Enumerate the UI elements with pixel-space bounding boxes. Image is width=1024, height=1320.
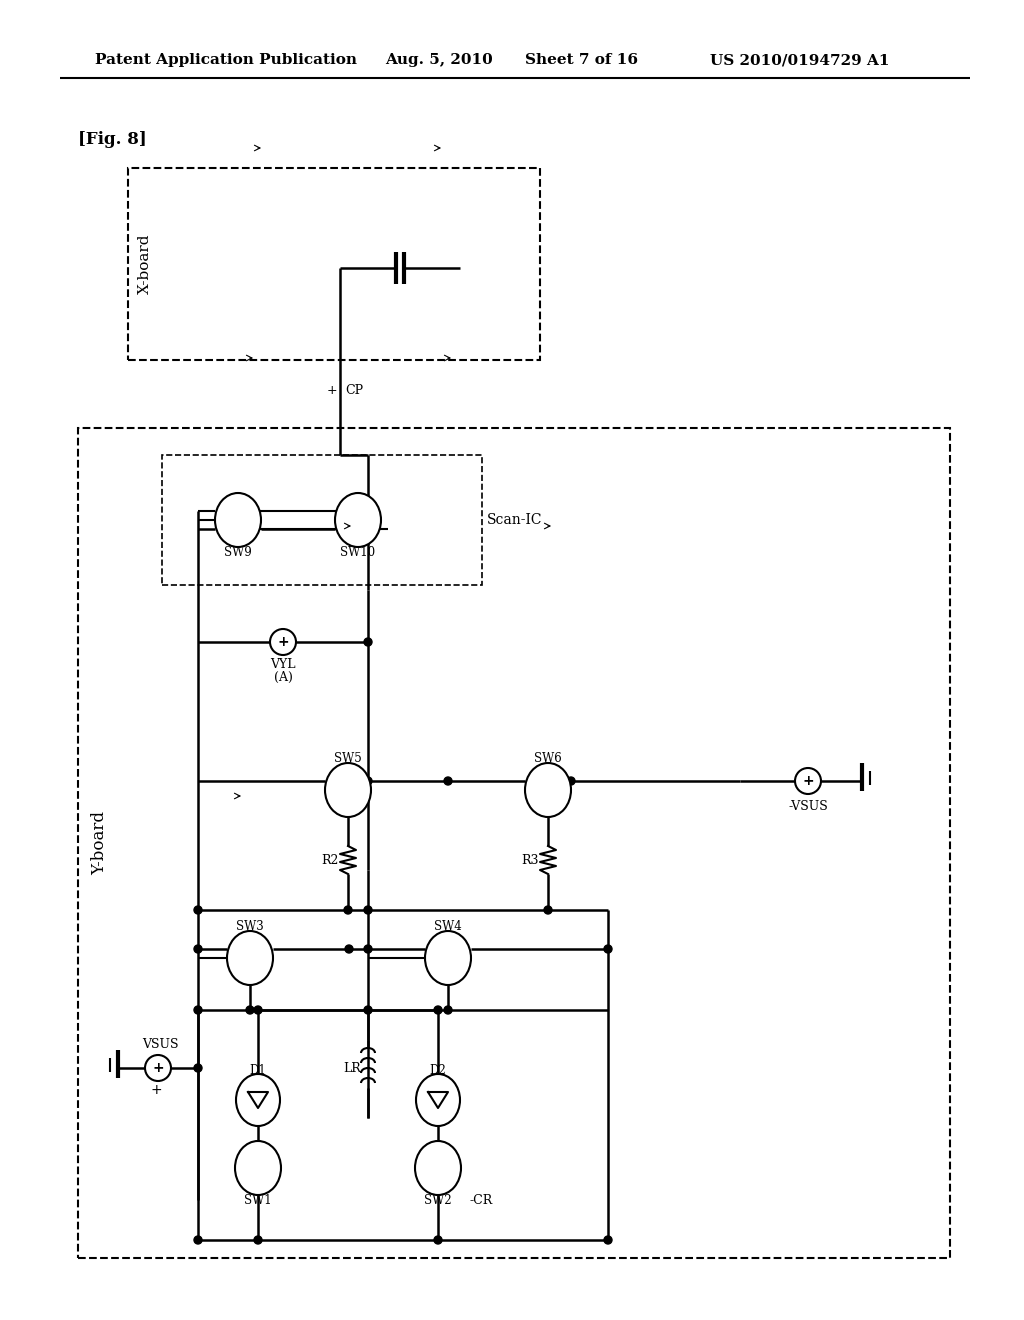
Text: SW5: SW5 — [334, 751, 361, 764]
Circle shape — [444, 1006, 452, 1014]
Ellipse shape — [425, 931, 471, 985]
Ellipse shape — [227, 931, 273, 985]
Text: VSUS: VSUS — [141, 1038, 178, 1051]
Circle shape — [254, 1236, 262, 1243]
Text: US 2010/0194729 A1: US 2010/0194729 A1 — [710, 53, 890, 67]
Text: X-board: X-board — [138, 234, 152, 294]
Text: +: + — [278, 635, 289, 649]
Text: LR: LR — [343, 1061, 360, 1074]
Circle shape — [194, 1006, 202, 1014]
Text: CP: CP — [345, 384, 364, 396]
Ellipse shape — [415, 1140, 461, 1195]
Circle shape — [145, 1055, 171, 1081]
Circle shape — [364, 1006, 372, 1014]
Bar — [78, 428, 950, 1258]
Ellipse shape — [215, 492, 261, 546]
Circle shape — [345, 945, 353, 953]
Text: Patent Application Publication: Patent Application Publication — [95, 53, 357, 67]
Text: D2: D2 — [430, 1064, 446, 1077]
Text: Scan-IC: Scan-IC — [487, 513, 543, 527]
Bar — [128, 168, 540, 360]
Text: +: + — [153, 1061, 164, 1074]
Text: SW3: SW3 — [237, 920, 264, 932]
Text: SW2: SW2 — [424, 1193, 452, 1206]
Text: [Fig. 8]: [Fig. 8] — [78, 132, 146, 149]
Text: -VSUS: -VSUS — [788, 800, 827, 813]
Circle shape — [194, 1236, 202, 1243]
Ellipse shape — [335, 492, 381, 546]
Circle shape — [270, 630, 296, 655]
Text: SW9: SW9 — [224, 545, 252, 558]
Text: SW4: SW4 — [434, 920, 462, 932]
Circle shape — [444, 777, 452, 785]
Circle shape — [254, 1006, 262, 1014]
Text: R3: R3 — [521, 854, 539, 866]
Ellipse shape — [325, 763, 371, 817]
Ellipse shape — [234, 1140, 281, 1195]
Circle shape — [795, 768, 821, 795]
Text: D1: D1 — [250, 1064, 266, 1077]
Text: SW10: SW10 — [340, 545, 376, 558]
Circle shape — [604, 945, 612, 953]
Circle shape — [604, 1236, 612, 1243]
Text: Sheet 7 of 16: Sheet 7 of 16 — [525, 53, 638, 67]
Circle shape — [194, 906, 202, 913]
Text: SW6: SW6 — [535, 751, 562, 764]
Circle shape — [364, 638, 372, 645]
Circle shape — [364, 906, 372, 913]
Text: Aug. 5, 2010: Aug. 5, 2010 — [385, 53, 493, 67]
Circle shape — [434, 1006, 442, 1014]
Ellipse shape — [525, 763, 571, 817]
Circle shape — [194, 1064, 202, 1072]
Circle shape — [434, 1236, 442, 1243]
Text: +: + — [151, 1082, 162, 1097]
Text: R2: R2 — [322, 854, 339, 866]
Text: -CR: -CR — [470, 1193, 494, 1206]
Text: +: + — [327, 384, 337, 396]
Text: SW1: SW1 — [244, 1193, 271, 1206]
Circle shape — [567, 777, 575, 785]
Text: VYL: VYL — [270, 657, 296, 671]
Circle shape — [344, 906, 352, 913]
Text: +: + — [802, 774, 814, 788]
Ellipse shape — [236, 1074, 280, 1126]
Circle shape — [246, 1006, 254, 1014]
Bar — [162, 455, 482, 585]
Circle shape — [194, 945, 202, 953]
Circle shape — [544, 906, 552, 913]
Circle shape — [364, 945, 372, 953]
Circle shape — [364, 507, 372, 515]
Text: (A): (A) — [273, 671, 293, 684]
Circle shape — [364, 777, 372, 785]
Text: Y-board: Y-board — [91, 810, 108, 875]
Ellipse shape — [416, 1074, 460, 1126]
